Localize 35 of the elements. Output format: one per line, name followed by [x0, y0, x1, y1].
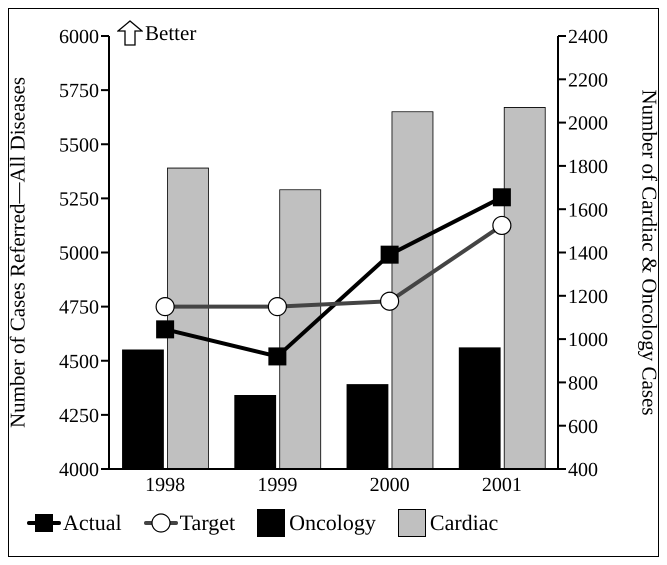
- point: [492, 188, 511, 206]
- y-tick-label: 4250: [59, 404, 99, 427]
- x-tick-label: 1998: [145, 474, 186, 496]
- y-tick-label: 5250: [59, 188, 99, 210]
- y2-tick-label: 800: [568, 372, 598, 394]
- x-tick-label: 1999: [257, 474, 298, 496]
- y2-axis-title: Number of Cardiac & Oncology Cases: [638, 89, 662, 416]
- point: [156, 320, 174, 338]
- y2-tick-label: 2400: [568, 26, 608, 48]
- y-tick-label: 5000: [59, 242, 99, 265]
- y2-tick-label: 1000: [568, 329, 608, 352]
- y2-tick-label: 1800: [568, 156, 608, 178]
- annotation: Better: [145, 20, 196, 46]
- y-axis-title: Number of Cases Referred—All Diseases: [5, 76, 30, 428]
- legend-label: Actual: [62, 510, 122, 536]
- point: [380, 246, 399, 264]
- x-tick-label: 2000: [370, 474, 410, 496]
- y2-tick-label: 1600: [568, 199, 608, 222]
- y-tick-label: 4750: [59, 296, 99, 319]
- y2-tick-label: 400: [568, 459, 598, 482]
- y2-tick-label: 2000: [568, 112, 608, 135]
- y-tick-label: 6000: [59, 26, 99, 48]
- x-tick-label: 2001: [482, 474, 522, 496]
- y-tick-label: 4000: [59, 459, 99, 482]
- y-tick-label: 4500: [59, 350, 99, 373]
- legend-label: Cardiac: [428, 509, 498, 537]
- legend-label: Target: [178, 510, 236, 536]
- legend-label: Oncology: [288, 509, 376, 537]
- point: [268, 347, 286, 366]
- y2-tick-label: 600: [568, 416, 598, 438]
- y-tick-label: 5500: [59, 134, 99, 156]
- y-tick-label: 5750: [59, 80, 99, 102]
- y2-tick-label: 1400: [568, 242, 608, 265]
- y2-tick-label: 1200: [568, 286, 608, 308]
- y2-tick-label: 2200: [568, 69, 608, 92]
